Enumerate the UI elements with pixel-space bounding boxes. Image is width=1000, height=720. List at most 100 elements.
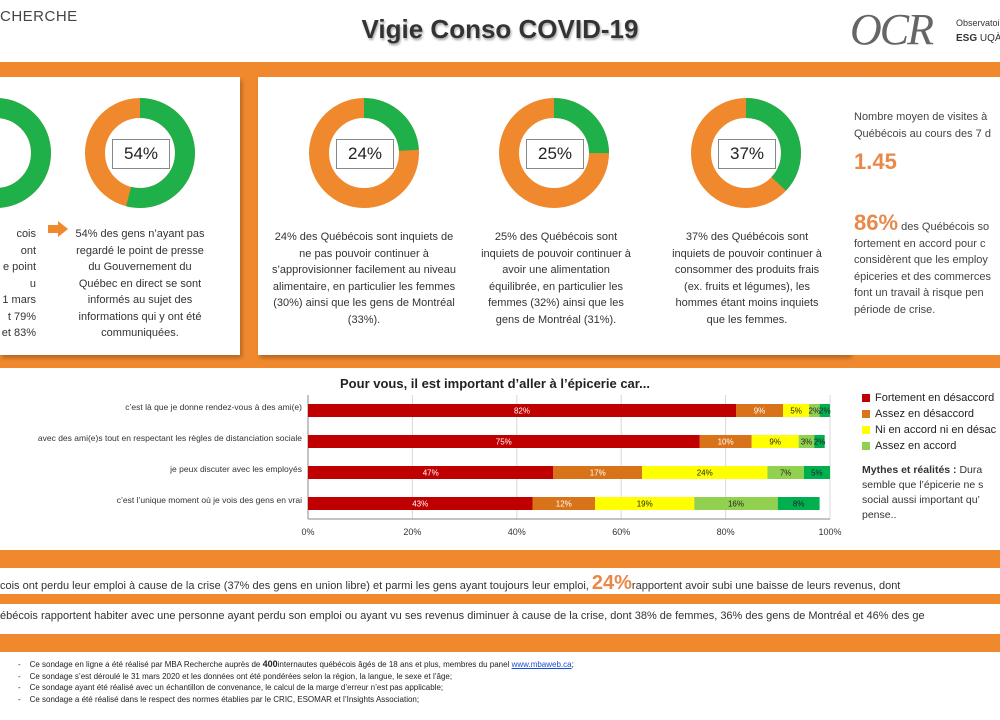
bar-segment [308,435,700,448]
donut-54 [85,98,195,208]
donut-37-label: 37% [718,139,776,169]
x-tick-label: 20% [403,527,421,537]
legend-label: Assez en accord [875,440,957,452]
x-tick-label: 40% [508,527,526,537]
stacked-bar-chart: 82% 9% 5% 2%2%75% 10% 9% 3% 2%47% 17% 24% 7% 5%43% 1… [301,395,842,537]
brand-text: CHERCHE [0,8,78,25]
bar-segment [553,466,642,479]
legend-swatch [862,410,870,419]
bullet: - [18,683,21,692]
bullet: - [18,660,21,669]
donut-54-label: 54% [112,139,170,169]
legend-item: Assez en désaccord [862,408,974,420]
legend-swatch [862,394,870,403]
logo-line1: Observatoire d [956,18,1000,28]
bar-segment [308,497,533,510]
bar-segment [642,466,768,479]
bar-segment [809,404,820,417]
data-label: 19% [637,500,653,509]
bar-segment [736,404,783,417]
bar-segment [819,404,830,417]
fragment-line: t 79% [7,310,36,323]
mythes-block: Mythes et réalités : Dura semble que l’é… [862,463,1000,523]
data-label: 12% [556,500,572,509]
logo-uqam: UQÀM [979,33,1000,44]
bar-segment [532,497,596,510]
note-text: ; [571,660,574,669]
logo-line2: ESG UQÀM [956,33,1000,44]
legend-item: Assez en accord [862,440,956,452]
visits-text: Nombre moyen de visites à Québécois au c… [854,111,991,140]
category-label: je peux discuter avec les employés [170,464,302,474]
category-label: avec des ami(e)s tout en respectant les … [37,433,302,443]
note-text: internautes québécois âgés de 18 ans et … [277,660,512,669]
donut-37 [691,98,801,208]
donut-25-label: 25% [526,139,584,169]
ocr-logo: OCR Observatoire d ESG UQÀM [850,6,1000,54]
data-label: 8% [793,500,805,509]
mbaweb-link[interactable]: www.mbaweb.ca [511,660,572,669]
fragment-line: cois ont [16,228,36,257]
note-item: - Ce sondage s’est déroulé le 31 mars 20… [18,671,574,683]
category-label: c’est là que je donne rendez-vous à des … [125,402,302,412]
data-label: 9% [754,407,766,416]
chart-title: Pour vous, il est important d’aller à l’… [340,376,650,391]
mythes-text: Dura semble que l’épicerie ne s social a… [862,464,984,521]
panel-left-description: 54% des gens n’ayant pas regardé le poin… [75,228,205,339]
line1-text-end: rapportent avoir subi une baisse de leur… [631,580,901,592]
fragment-line: e point [2,261,36,273]
legend-label: Fortement en désaccord [875,392,995,404]
orange-separator [0,594,1000,604]
note-text: Ce sondage a été réalisé dans le respect… [29,694,420,704]
legend-item: Ni en accord ni en désac [862,424,996,436]
bar-segment [595,497,695,510]
category-labels: c’est là que je donne rendez-vous à des … [0,390,302,520]
legend-swatch [862,426,870,435]
data-label: 5% [790,407,802,416]
line1-text: cois ont perdu leur emploi à cause de la… [0,580,592,592]
data-label: 9% [769,438,781,447]
bar-segment [803,466,830,479]
data-label: 2% [819,407,831,416]
agree-text: des Québécois so fortement en accord pou… [854,221,991,316]
bar-segment [694,497,778,510]
data-label: 82% [514,407,530,416]
note-text: Ce sondage s’est déroulé le 31 mars 2020… [29,671,453,681]
data-label: 47% [423,469,439,478]
bar-segment [699,435,752,448]
bar-segment [783,404,810,417]
visits-value: 1.45 [854,149,897,174]
donut-37-text: 37% des Québécois sont inquiets de pouvo… [672,231,822,326]
panel-right: Nombre moyen de visites à Québécois au c… [850,77,1000,355]
x-tick-label: 60% [612,527,630,537]
note-bold: 400 [262,659,278,669]
bullet: - [18,671,21,681]
data-label: 7% [780,469,792,478]
category-label: c’est l’unique moment où je vois des gen… [116,495,302,505]
x-tick-label: 80% [717,527,735,537]
data-label: 43% [412,500,428,509]
bar-segment [308,404,736,417]
data-label: 2% [809,407,821,416]
agree-block: 86% des Québécois so fortement en accord… [854,212,1000,318]
note-text: Ce sondage en ligne a été réalisé par MB… [29,660,263,669]
orange-separator [0,550,1000,568]
note-item: - Ce sondage a été réalisé dans le respe… [18,694,574,706]
bar-segment [814,435,825,448]
x-tick-label: 100% [818,527,841,537]
note-text: Ce sondage ayant été réalisé avec un éch… [29,683,444,692]
bullet: - [18,694,21,704]
x-tick-label: 0% [301,527,314,537]
note-item: - Ce sondage ayant été réalisé avec un é… [18,682,574,694]
donut-24-text: 24% des Québécois sont inquiets de ne pa… [271,231,457,326]
panel-middle: 24% 24% des Québécois sont inquiets de n… [258,77,850,355]
methodology-notes: - Ce sondage en ligne a été réalisé par … [18,659,574,705]
data-label: 17% [590,469,606,478]
bar-segment [308,466,554,479]
bottom-line-1: cois ont perdu leur emploi à cause de la… [0,572,900,595]
agree-pct: 86% [854,210,899,235]
data-label: 3% [801,438,813,447]
line1-big: 24% [591,572,632,594]
data-label: 5% [811,469,823,478]
fragment-line: 1 mars [2,294,36,306]
